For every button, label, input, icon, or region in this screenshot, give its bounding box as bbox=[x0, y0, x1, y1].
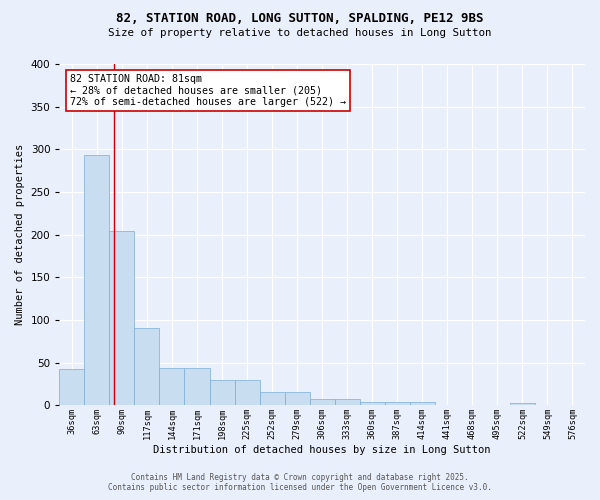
Bar bbox=[385, 402, 410, 405]
Bar bbox=[160, 368, 184, 405]
Bar bbox=[85, 156, 109, 405]
Bar bbox=[59, 370, 85, 405]
Text: Contains HM Land Registry data © Crown copyright and database right 2025.
Contai: Contains HM Land Registry data © Crown c… bbox=[108, 473, 492, 492]
Bar bbox=[284, 392, 310, 405]
Bar bbox=[209, 380, 235, 405]
Bar bbox=[235, 380, 260, 405]
Bar bbox=[510, 402, 535, 405]
Bar bbox=[360, 402, 385, 405]
X-axis label: Distribution of detached houses by size in Long Sutton: Distribution of detached houses by size … bbox=[154, 445, 491, 455]
Text: 82 STATION ROAD: 81sqm
← 28% of detached houses are smaller (205)
72% of semi-de: 82 STATION ROAD: 81sqm ← 28% of detached… bbox=[70, 74, 346, 108]
Bar bbox=[335, 399, 360, 405]
Bar bbox=[310, 399, 335, 405]
Bar bbox=[410, 402, 435, 405]
Bar bbox=[184, 368, 209, 405]
Y-axis label: Number of detached properties: Number of detached properties bbox=[15, 144, 25, 325]
Bar bbox=[109, 231, 134, 405]
Text: Size of property relative to detached houses in Long Sutton: Size of property relative to detached ho… bbox=[108, 28, 492, 38]
Bar bbox=[134, 328, 160, 405]
Bar bbox=[260, 392, 284, 405]
Text: 82, STATION ROAD, LONG SUTTON, SPALDING, PE12 9BS: 82, STATION ROAD, LONG SUTTON, SPALDING,… bbox=[116, 12, 484, 26]
